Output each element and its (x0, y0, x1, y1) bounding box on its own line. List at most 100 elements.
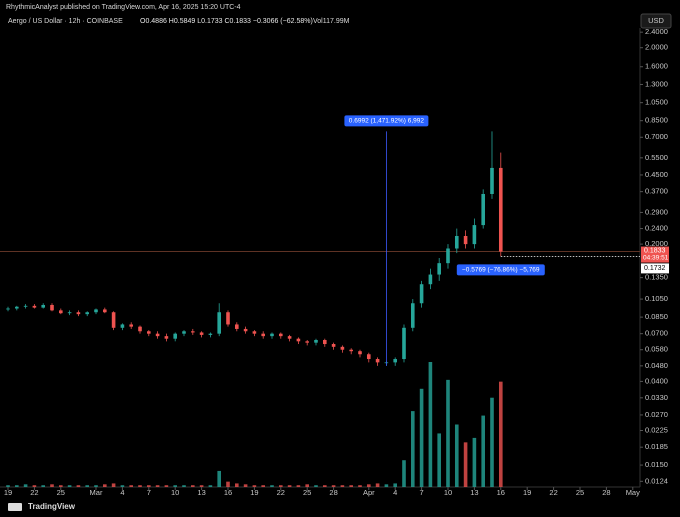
candle-body (296, 338, 301, 342)
volume-bar (252, 485, 257, 487)
volume-bar (182, 485, 186, 487)
volume-bar (199, 485, 204, 487)
volume-bar (490, 397, 494, 487)
volume-label: Vol117.99M (313, 18, 350, 25)
x-tick-label: 7 (147, 488, 151, 497)
candle-body (375, 359, 380, 363)
candle-body (331, 344, 336, 347)
currency-box[interactable] (640, 13, 672, 29)
candle-body (173, 333, 178, 339)
x-tick-label: 19 (250, 488, 258, 497)
x-tick-label: 22 (30, 488, 38, 497)
candle-body (32, 305, 37, 308)
candle-body (217, 312, 221, 334)
x-tick-label: 22 (549, 488, 557, 497)
candle-body (243, 328, 248, 332)
volume-bar (314, 485, 318, 487)
volume-bar (138, 485, 142, 487)
y-tick-label: 0.0330 (645, 393, 668, 402)
x-tick-label: 16 (224, 488, 232, 497)
volume-bar (472, 437, 477, 487)
volume-bar (234, 483, 239, 487)
candle-body (199, 332, 204, 335)
candle-body (446, 248, 450, 264)
volume-bar (287, 485, 292, 487)
volume-bar (15, 485, 19, 487)
y-tick-label: 0.0700 (645, 329, 668, 338)
candle-body (481, 193, 485, 226)
candle-body (23, 305, 28, 307)
measure-box (344, 115, 429, 127)
volume-bar (103, 484, 107, 487)
volume-bar (498, 381, 503, 487)
x-tick-label: 16 (497, 488, 505, 497)
candle-body (147, 331, 151, 334)
volume-bar (358, 485, 362, 487)
candle-body (76, 312, 81, 315)
candle-body (103, 309, 107, 313)
candle-body (314, 339, 318, 343)
candle-body (428, 274, 433, 285)
x-tick-label: Apr (363, 488, 375, 497)
volume-bar (446, 379, 450, 487)
volume-bar (243, 484, 248, 487)
y-tick-label: 2.0000 (645, 43, 668, 52)
price-label: 0.1732 (644, 265, 666, 272)
volume-bar (463, 442, 468, 487)
volume-bar (129, 485, 134, 487)
volume-bar (147, 485, 151, 487)
x-tick-label: Mar (90, 488, 103, 497)
candle-body (349, 349, 353, 352)
y-tick-label: 0.2900 (645, 207, 668, 216)
volume-bar (41, 485, 46, 487)
candle-body (50, 304, 54, 311)
candle-body (191, 331, 195, 333)
candle-body (261, 333, 265, 337)
volume-bar (208, 485, 213, 487)
y-tick-label: 0.0580 (645, 345, 668, 354)
volume-bar (111, 483, 116, 487)
y-tick-label: 0.8500 (645, 116, 668, 125)
candle-body (164, 336, 169, 339)
volume-bar (155, 485, 160, 487)
y-tick-label: 0.0270 (645, 410, 668, 419)
y-tick-label: 0.4500 (645, 170, 668, 179)
y-tick-label: 0.0480 (645, 361, 668, 370)
measure-box (456, 264, 545, 276)
volume-bar (50, 484, 54, 487)
volume-bar (428, 362, 433, 487)
candle-body (138, 326, 142, 332)
y-tick-label: 0.5500 (645, 153, 668, 162)
y-tick-label: 1.0500 (645, 98, 668, 107)
volume-bar (226, 481, 230, 487)
candle-body (340, 346, 345, 350)
candle-body (287, 336, 292, 339)
candle-body (6, 308, 10, 310)
candle-body (120, 324, 125, 328)
x-tick-label: 28 (329, 488, 337, 497)
candle-body (270, 333, 274, 337)
x-tick-label: 10 (444, 488, 452, 497)
x-tick-label: 13 (470, 488, 478, 497)
countdown: 04:39:51 (643, 254, 669, 261)
volume-bar (349, 485, 353, 487)
volume-bar (23, 484, 28, 487)
x-tick-label: 19 (4, 488, 12, 497)
candle-body (208, 333, 213, 335)
candle-body (454, 235, 459, 249)
volume-bar (94, 485, 98, 487)
candle-body (437, 263, 441, 275)
currency: USD (648, 16, 664, 25)
candle-body (358, 351, 362, 355)
candle-body (410, 303, 415, 328)
candle-body (252, 331, 257, 334)
candle-body (278, 333, 283, 337)
volume-bar (32, 485, 37, 487)
x-tick-label: 7 (420, 488, 424, 497)
volume-bar (481, 415, 485, 487)
candle-body (472, 225, 477, 245)
y-tick-label: 0.1050 (645, 294, 668, 303)
